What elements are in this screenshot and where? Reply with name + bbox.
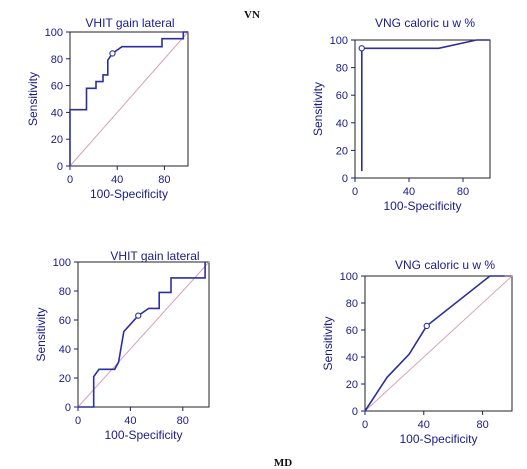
y-tick-label: 60 [336, 90, 348, 102]
y-tick-label: 100 [53, 257, 71, 269]
y-tick-label: 40 [346, 352, 358, 364]
x-tick-label: 80 [177, 415, 189, 427]
reference-diagonal [77, 261, 210, 408]
x-tick-label: 40 [418, 419, 430, 431]
chart-title: VHIT gain lateral [110, 249, 199, 263]
x-axis-label: 100-Specificity [383, 199, 461, 213]
y-tick-label: 80 [59, 286, 71, 298]
x-tick-label: 0 [362, 419, 368, 431]
y-tick-label: 100 [340, 271, 358, 283]
y-tick-label: 60 [51, 81, 63, 93]
y-tick-label: 100 [45, 27, 63, 39]
cutoff-point [423, 322, 430, 330]
x-axis-label: 100-Specificity [399, 432, 477, 446]
y-tick-label: 80 [336, 63, 348, 75]
y-tick-label: 20 [346, 379, 358, 391]
x-tick-label: 40 [403, 186, 415, 198]
y-axis-label: Sensitivity [26, 72, 40, 126]
roc-curve [69, 31, 188, 166]
x-tick-label: 0 [352, 186, 358, 198]
y-tick-label: 20 [51, 134, 63, 146]
y-tick-label: 100 [330, 35, 348, 47]
x-axis-label: 100-Specificity [104, 428, 182, 442]
roc-curve [364, 275, 505, 412]
plot-frame [354, 39, 491, 179]
y-tick-label: 0 [57, 161, 63, 173]
y-tick-label: 60 [59, 315, 71, 327]
y-tick-label: 80 [346, 298, 358, 310]
x-tick-label: 80 [158, 174, 170, 186]
y-tick-label: 20 [59, 373, 71, 385]
plot-frame [77, 261, 210, 408]
chart-title: VHIT gain lateral [85, 16, 174, 30]
y-tick-label: 0 [342, 173, 348, 185]
y-tick-label: 0 [352, 406, 358, 418]
roc-curve [361, 39, 490, 172]
y-tick-label: 40 [336, 118, 348, 130]
cutoff-point [358, 45, 365, 52]
y-tick-label: 60 [346, 325, 358, 337]
cutoff-point [109, 50, 116, 57]
reference-diagonal [364, 275, 513, 412]
chart-title: VNG caloric u w % [375, 16, 475, 30]
x-tick-label: 40 [124, 415, 136, 427]
x-tick-label: 80 [457, 186, 469, 198]
section-label-top: VN [244, 9, 260, 21]
y-axis-label: Sensitivity [311, 82, 325, 136]
y-tick-label: 40 [59, 344, 71, 356]
x-tick-label: 0 [75, 415, 81, 427]
chart-title: VNG caloric u w % [395, 258, 495, 272]
x-tick-label: 80 [476, 419, 488, 431]
x-tick-label: 40 [111, 174, 123, 186]
x-tick-label: 0 [67, 174, 73, 186]
plot-frame [364, 275, 513, 412]
reference-diagonal [69, 31, 189, 167]
cutoff-point [135, 312, 142, 319]
y-tick-label: 0 [65, 402, 71, 414]
y-tick-label: 20 [336, 145, 348, 157]
y-axis-label: Sensitivity [34, 307, 48, 361]
plot-frame [69, 31, 189, 167]
x-axis-label: 100-Specificity [90, 187, 168, 201]
section-label-bottom: MD [274, 457, 292, 469]
y-tick-label: 80 [51, 54, 63, 66]
y-axis-label: Sensitivity [321, 316, 335, 370]
y-tick-label: 40 [51, 107, 63, 119]
